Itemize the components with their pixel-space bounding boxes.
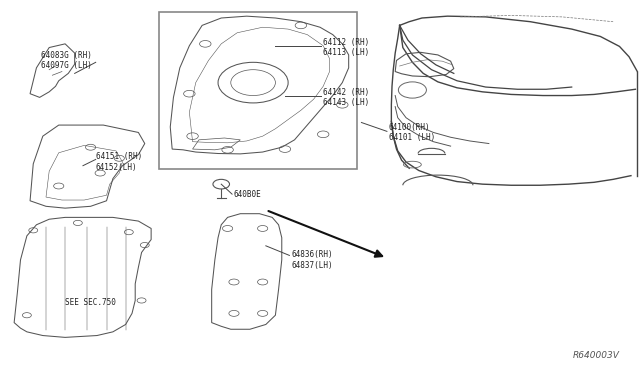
Text: 640B0E: 640B0E: [234, 190, 262, 199]
Text: 64836(RH)
64837(LH): 64836(RH) 64837(LH): [291, 250, 333, 270]
Text: 64142 (RH)
64143 (LH): 64142 (RH) 64143 (LH): [323, 88, 369, 107]
Text: 64112 (RH)
64113 (LH): 64112 (RH) 64113 (LH): [323, 38, 369, 57]
Text: 64083G (RH)
64097G (LH): 64083G (RH) 64097G (LH): [41, 51, 92, 70]
Text: 64100(RH)
64101 (LH): 64100(RH) 64101 (LH): [389, 123, 435, 142]
Text: R640003V: R640003V: [573, 350, 620, 359]
Text: SEE SEC.750: SEE SEC.750: [65, 298, 116, 307]
Bar: [159, 13, 357, 169]
Text: 64151 (RH)
64152(LH): 64151 (RH) 64152(LH): [96, 152, 142, 172]
